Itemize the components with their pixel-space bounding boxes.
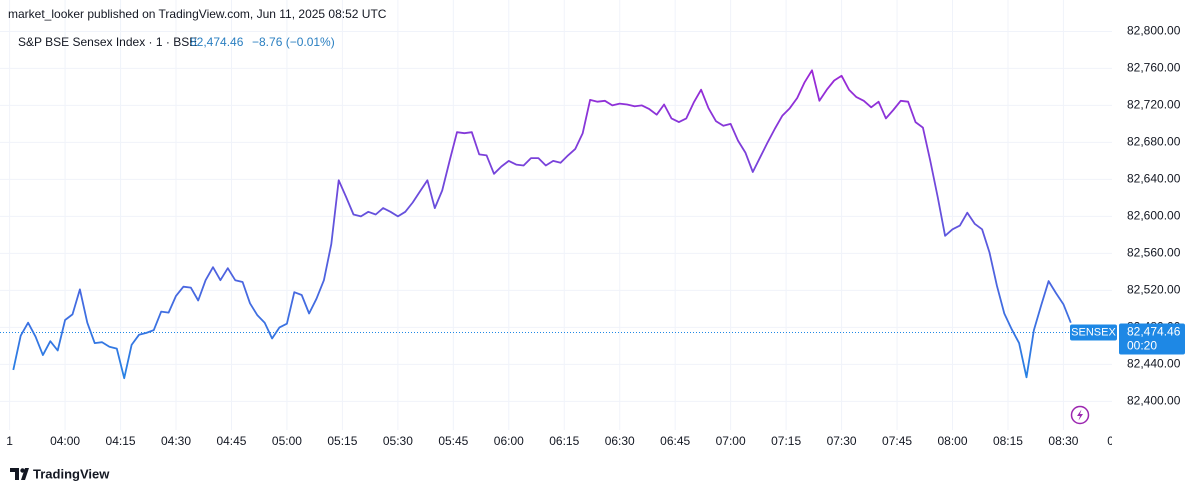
last-price-countdown: 00:20	[1127, 339, 1157, 353]
y-tick-label: 82,520.00	[1127, 283, 1181, 297]
footer-brand: TradingView	[33, 466, 110, 481]
grid	[0, 0, 1112, 430]
x-tick-label: 06:00	[494, 434, 524, 448]
x-tick-label: 08:30	[1048, 434, 1078, 448]
last-price-label: 82,474.46	[1127, 325, 1181, 339]
y-tick-label: 82,640.00	[1127, 172, 1181, 186]
plot	[0, 69, 1112, 380]
x-tick-label: 07:30	[827, 434, 857, 448]
x-tick-label: 08:00	[937, 434, 967, 448]
y-tick-label: 82,760.00	[1127, 61, 1181, 75]
last-price-box	[1119, 323, 1185, 355]
tradingview-logo	[10, 468, 29, 480]
x-tick-label: 07:45	[882, 434, 912, 448]
x-tick-label: 04:15	[106, 434, 136, 448]
legend-symbol: S&P BSE Sensex Index · 1 · BSE	[18, 35, 197, 49]
x-tick-label: 08:15	[993, 434, 1023, 448]
y-tick-label: 82,400.00	[1127, 394, 1181, 408]
bolt-icon[interactable]	[1070, 405, 1090, 425]
legend-price: 82,474.46	[190, 35, 244, 49]
last-price-name: SENSEX	[1071, 326, 1116, 338]
x-tick-label: 04:00	[50, 434, 80, 448]
y-tick-label: 82,600.00	[1127, 209, 1181, 223]
x-tick-label: 05:15	[327, 434, 357, 448]
header: market_looker published on TradingView.c…	[8, 7, 387, 21]
y-tick-label: 82,440.00	[1127, 357, 1181, 371]
last-price-name-box	[1070, 324, 1117, 341]
y-tick-label: 82,800.00	[1127, 24, 1181, 38]
x-tick-label: 05:45	[438, 434, 468, 448]
legend-change: −8.76 (−0.01%)	[252, 35, 335, 49]
x-tick-label: 05:00	[272, 434, 302, 448]
price-line	[12, 69, 1072, 380]
y-tick-label: 82,720.00	[1127, 98, 1181, 112]
x-axis: 1 04:00 04:15 04:30 04:45 05:00 05:15 05:30 05:4…	[6, 434, 1131, 448]
x-tick-label: 1	[6, 434, 13, 448]
x-tick-label: 08:4	[1107, 434, 1131, 448]
x-tick-label: 06:45	[660, 434, 690, 448]
x-tick-label: 06:30	[605, 434, 635, 448]
x-tick-label: 04:45	[216, 434, 246, 448]
x-tick-label: 06:15	[549, 434, 579, 448]
y-tick-label: 82,680.00	[1127, 135, 1181, 149]
x-tick-label: 07:00	[716, 434, 746, 448]
x-tick-label: 05:30	[383, 434, 413, 448]
x-tick-label: 04:30	[161, 434, 191, 448]
x-tick-label: 07:15	[771, 434, 801, 448]
y-tick-label: 82,560.00	[1127, 246, 1181, 260]
